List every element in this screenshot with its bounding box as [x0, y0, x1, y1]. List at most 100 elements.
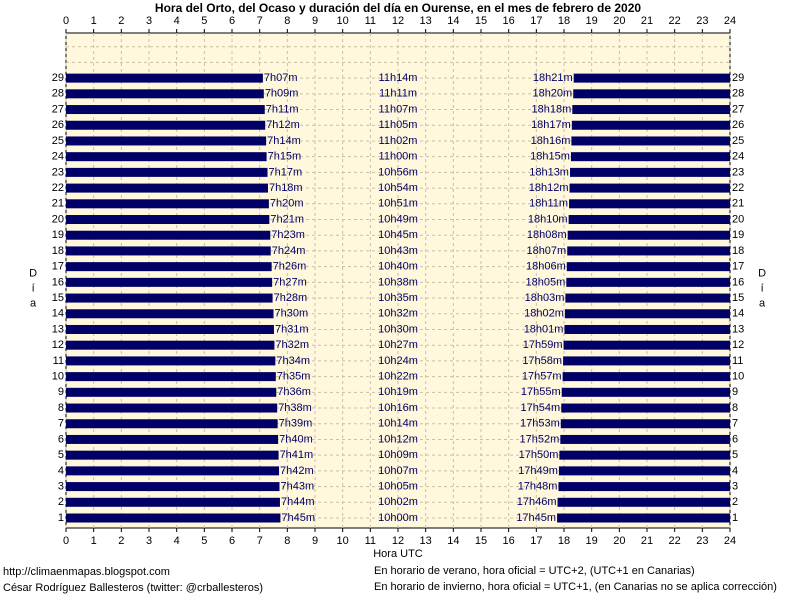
- y-tick-label: 10: [52, 371, 64, 383]
- night-bar: [565, 293, 730, 303]
- daylength-label: 10h49m: [378, 213, 418, 225]
- night-bar: [560, 419, 730, 429]
- sunrise-label: 7h26m: [273, 261, 307, 273]
- sunrise-label: 7h17m: [269, 166, 303, 178]
- footer-text: César Rodríguez Ballesteros (twitter: @c…: [3, 582, 263, 594]
- sunset-label: 17h55m: [521, 386, 561, 398]
- x-tick-label: 6: [229, 535, 235, 547]
- y-tick-label: 21: [732, 198, 744, 210]
- y-tick-label: 13: [732, 323, 744, 335]
- x-tick-label: 15: [475, 535, 487, 547]
- night-bar: [66, 340, 275, 350]
- y-tick-label: 24: [732, 151, 744, 163]
- night-bar: [558, 482, 730, 492]
- night-bar: [569, 167, 730, 177]
- y-tick-label: 27: [732, 103, 744, 115]
- sunset-label: 18h21m: [533, 72, 573, 84]
- sunrise-label: 7h14m: [267, 135, 301, 147]
- x-tick-label: 19: [586, 535, 598, 547]
- daylength-label: 11h11m: [379, 88, 417, 100]
- sunrise-label: 7h09m: [265, 88, 299, 100]
- night-bar: [564, 309, 730, 319]
- night-bar: [568, 215, 730, 225]
- y-tick-label: 15: [732, 292, 744, 304]
- night-bar: [557, 513, 730, 523]
- night-bar: [66, 105, 265, 115]
- night-bar: [558, 466, 730, 476]
- night-bar: [571, 136, 730, 146]
- x-tick-label: 23: [696, 15, 708, 27]
- y-tick-label: 21: [52, 198, 64, 210]
- night-bar: [566, 262, 730, 272]
- y-tick-label: 16: [52, 276, 64, 288]
- x-tick-label: 17: [530, 535, 542, 547]
- daylength-label: 10h43m: [378, 245, 418, 257]
- x-tick-label: 24: [724, 15, 736, 27]
- night-bar: [66, 309, 274, 319]
- night-bar: [563, 356, 730, 366]
- night-bar: [566, 277, 730, 287]
- sunrise-label: 7h43m: [280, 480, 314, 492]
- daylength-label: 11h07m: [379, 103, 418, 115]
- sunset-label: 17h46m: [517, 496, 557, 508]
- daylength-label: 10h40m: [378, 261, 418, 273]
- x-tick-label: 5: [201, 15, 207, 27]
- night-bar: [66, 277, 273, 287]
- night-bar: [66, 482, 280, 492]
- y-tick-label: 18: [732, 245, 744, 257]
- y-tick-label: 24: [52, 151, 64, 163]
- y-tick-label: 17: [732, 261, 744, 273]
- night-bar: [66, 262, 272, 272]
- x-tick-label: 2: [118, 15, 124, 27]
- x-tick-label: 24: [724, 535, 736, 547]
- y-tick-label: 1: [732, 512, 738, 524]
- night-bar: [557, 497, 730, 507]
- y-tick-label: 8: [58, 402, 64, 414]
- x-tick-label: 23: [696, 535, 708, 547]
- sunrise-label: 7h28m: [274, 292, 308, 304]
- night-bar: [66, 152, 267, 162]
- y-tick-label: 8: [732, 402, 738, 414]
- y-tick-label: 6: [58, 433, 64, 445]
- y-tick-label: 18: [52, 245, 64, 257]
- night-bar: [66, 434, 279, 444]
- x-tick-label: 7: [257, 15, 263, 27]
- y-tick-label: 20: [732, 213, 744, 225]
- daylength-label: 11h02m: [379, 135, 418, 147]
- daylength-label: 10h16m: [378, 402, 418, 414]
- sunrise-label: 7h40m: [279, 433, 313, 445]
- daylength-label: 11h05m: [379, 119, 418, 131]
- sunset-label: 18h17m: [531, 119, 571, 131]
- x-tick-label: 5: [201, 535, 207, 547]
- y-tick-label: 7: [732, 418, 738, 430]
- x-tick-label: 10: [337, 535, 349, 547]
- night-bar: [66, 450, 279, 460]
- sunrise-label: 7h32m: [275, 339, 309, 351]
- sunset-label: 18h11m: [529, 198, 568, 210]
- daylength-label: 10h05m: [378, 480, 418, 492]
- x-tick-label: 21: [641, 15, 653, 27]
- night-bar: [66, 419, 278, 429]
- x-tick-label: 22: [669, 15, 681, 27]
- footer-text: http://climaenmapas.blogspot.com: [3, 566, 170, 578]
- x-tick-label: 20: [613, 15, 625, 27]
- y-tick-label: 14: [52, 308, 64, 320]
- sunrise-label: 7h23m: [271, 229, 305, 241]
- daylength-label: 11h00m: [379, 151, 418, 163]
- night-bar: [66, 120, 266, 130]
- sunset-label: 18h13m: [529, 166, 569, 178]
- sunrise-label: 7h07m: [264, 72, 298, 84]
- night-bar: [66, 403, 278, 413]
- daylength-label: 10h38m: [378, 276, 418, 288]
- x-tick-label: 3: [146, 15, 152, 27]
- x-tick-label: 12: [392, 535, 404, 547]
- footer-text: En horario de verano, hora oficial = UTC…: [374, 565, 695, 577]
- x-tick-label: 6: [229, 15, 235, 27]
- night-bar: [562, 372, 730, 382]
- footer-text: En horario de invierno, hora oficial = U…: [374, 581, 777, 593]
- sunrise-label: 7h36m: [277, 386, 311, 398]
- y-tick-label: 5: [732, 449, 738, 461]
- x-tick-label: 8: [284, 15, 290, 27]
- daylength-label: 10h09m: [378, 449, 418, 461]
- y-tick-label: 4: [58, 465, 64, 477]
